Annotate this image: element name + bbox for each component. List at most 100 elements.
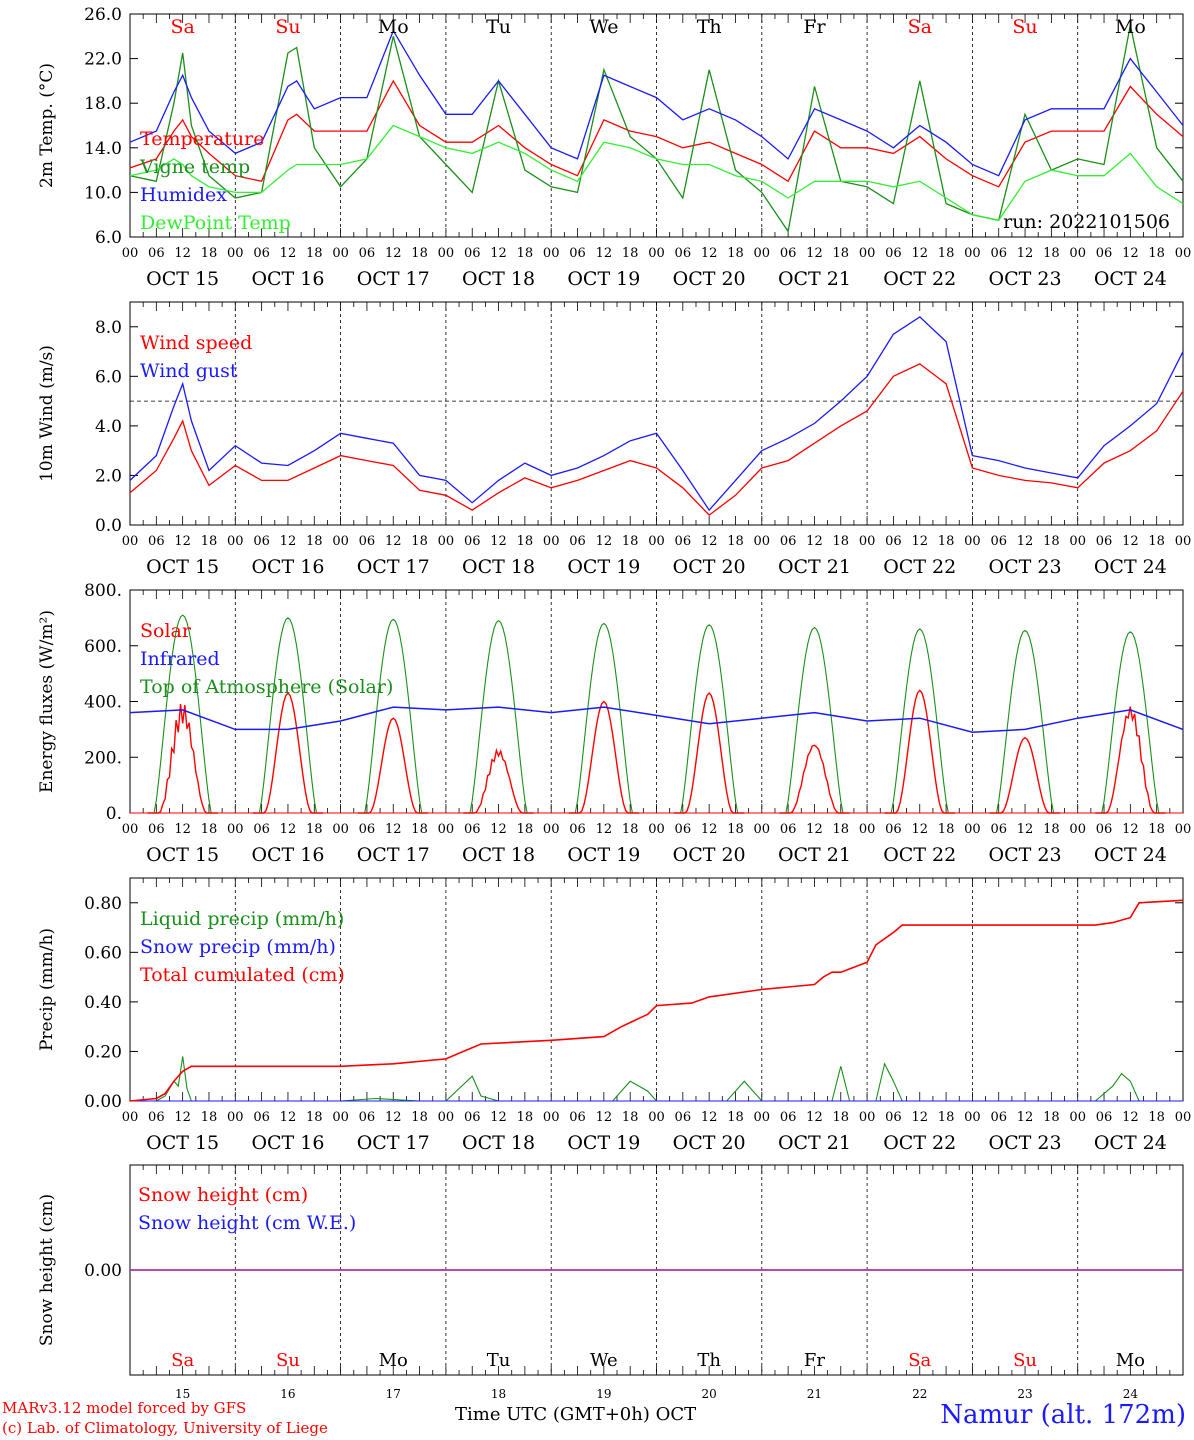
- date-label: OCT 24: [1094, 1132, 1167, 1154]
- hour-tick-label: 18: [411, 1110, 428, 1125]
- day-number-label: 21: [807, 1387, 822, 1401]
- hour-tick-label: 12: [385, 822, 402, 837]
- weekday-label: Su: [1012, 16, 1037, 38]
- hour-tick-label: 18: [306, 246, 323, 261]
- y-tick-label: 0.40: [84, 993, 122, 1013]
- hour-tick-label: 06: [148, 534, 165, 549]
- hour-tick-label: 12: [174, 1110, 191, 1125]
- hour-tick-label: 12: [701, 1110, 718, 1125]
- hour-tick-label: 00: [1175, 1110, 1192, 1125]
- series-solar: [989, 736, 1061, 814]
- hour-tick-label: 18: [938, 534, 955, 549]
- weekday-label: Su: [275, 16, 300, 38]
- y-tick-label: 6.0: [95, 228, 122, 248]
- hour-tick-label: 06: [885, 534, 902, 549]
- hour-tick-label: 00: [122, 534, 139, 549]
- hour-tick-label: 00: [332, 822, 349, 837]
- hour-tick-label: 18: [833, 246, 850, 261]
- series-top-of-atmosphere-solar: [568, 622, 639, 814]
- hour-tick-label: 12: [280, 1110, 297, 1125]
- date-label: OCT 16: [251, 1132, 324, 1154]
- day-number-label: 20: [702, 1387, 717, 1401]
- hour-tick-label: 18: [833, 822, 850, 837]
- hour-tick-label: 00: [964, 246, 981, 261]
- day-number-label: 23: [1017, 1387, 1032, 1401]
- hour-tick-label: 18: [1043, 822, 1060, 837]
- series-top-of-atmosphere-solar: [989, 629, 1061, 814]
- weekday-label: Th: [697, 16, 722, 38]
- hour-tick-label: 06: [780, 1110, 797, 1125]
- hour-tick-label: 12: [596, 1110, 613, 1125]
- hour-tick-label: 06: [675, 822, 692, 837]
- hour-tick-label: 18: [727, 246, 744, 261]
- hour-tick-label: 06: [990, 534, 1007, 549]
- hour-tick-label: 06: [464, 822, 481, 837]
- panel-wind: 0.0 2.0 4.0 6.0 8.0 10m Wind (m/s) Wind speed W…: [37, 301, 1191, 578]
- hour-tick-label: 00: [122, 246, 139, 261]
- hour-tick-label: 18: [938, 246, 955, 261]
- date-label: OCT 23: [989, 268, 1062, 290]
- hour-tick-label: 12: [490, 534, 507, 549]
- hour-tick-label: 00: [1069, 246, 1086, 261]
- series-solar: [779, 744, 850, 814]
- series-top-of-atmosphere-solar: [1095, 631, 1166, 814]
- hour-tick-label: 00: [332, 246, 349, 261]
- hour-tick-label: 06: [359, 246, 376, 261]
- date-label: OCT 19: [567, 844, 640, 866]
- hour-tick-label: 06: [464, 534, 481, 549]
- hour-tick-label: 18: [1148, 1110, 1165, 1125]
- weekday-label: Mo: [1116, 1350, 1145, 1371]
- weekday-label: Fr: [804, 1350, 825, 1371]
- y-tick-label: 0.80: [84, 894, 122, 914]
- hour-tick-label: 06: [359, 534, 376, 549]
- series-solar: [252, 692, 323, 814]
- hour-tick-label: 00: [754, 246, 771, 261]
- series-wind-speed: [129, 363, 1184, 516]
- legend-wind-speed: Wind speed: [140, 332, 252, 354]
- y-tick-label: 26.0: [84, 5, 122, 25]
- hour-tick-label: 00: [859, 534, 876, 549]
- hour-tick-label: 18: [727, 1110, 744, 1125]
- hour-tick-label: 18: [622, 246, 639, 261]
- hour-tick-label: 18: [622, 822, 639, 837]
- hour-tick-label: 00: [227, 534, 244, 549]
- hour-tick-label: 18: [1148, 246, 1165, 261]
- hour-tick-label: 00: [859, 822, 876, 837]
- hour-tick-label: 12: [596, 246, 613, 261]
- hour-tick-label: 12: [490, 246, 507, 261]
- date-label: OCT 19: [567, 556, 640, 578]
- weekday-label: Mo: [378, 16, 409, 38]
- date-label: OCT 17: [357, 556, 430, 578]
- hour-tick-label: 12: [1017, 534, 1034, 549]
- panel-precip: 0.00 0.20 0.40 0.60 0.80 Precip (mm/h) Liquid …: [37, 877, 1192, 1154]
- hour-tick-label: 12: [1122, 534, 1139, 549]
- hour-tick-label: 18: [833, 1110, 850, 1125]
- day-number-label: 24: [1123, 1387, 1139, 1401]
- y-tick-label: 4.0: [95, 417, 122, 437]
- hour-tick-label: 00: [964, 822, 981, 837]
- y-tick-label: 600.: [84, 637, 122, 657]
- date-label: OCT 15: [146, 1132, 219, 1154]
- hour-tick-label: 00: [859, 246, 876, 261]
- day-number-label: 18: [491, 1387, 506, 1401]
- hour-tick-label: 12: [911, 246, 928, 261]
- hour-tick-label: 00: [754, 534, 771, 549]
- date-label: OCT 18: [462, 844, 535, 866]
- series-top-of-atmosphere-solar: [463, 619, 534, 814]
- date-label: OCT 24: [1094, 844, 1167, 866]
- hour-tick-label: 12: [280, 534, 297, 549]
- hour-tick-label: 06: [885, 1110, 902, 1125]
- hour-tick-label: 12: [701, 246, 718, 261]
- y-tick-label: 2.0: [95, 466, 122, 486]
- weekday-label: Su: [1013, 1350, 1037, 1371]
- panel-frame: [129, 589, 1184, 814]
- legend-snow-precip-mm-h-: Snow precip (mm/h): [140, 936, 336, 958]
- y-tick-label: 800.: [84, 581, 122, 601]
- hour-tick-label: 18: [201, 534, 218, 549]
- weekday-label: Tu: [486, 16, 511, 38]
- hour-tick-label: 06: [1096, 534, 1113, 549]
- legend-top-of-atmosphere-solar-: Top of Atmosphere (Solar): [140, 676, 393, 698]
- hour-tick-label: 12: [911, 822, 928, 837]
- y-tick-label: 22.0: [84, 50, 122, 70]
- hour-tick-label: 06: [253, 1110, 270, 1125]
